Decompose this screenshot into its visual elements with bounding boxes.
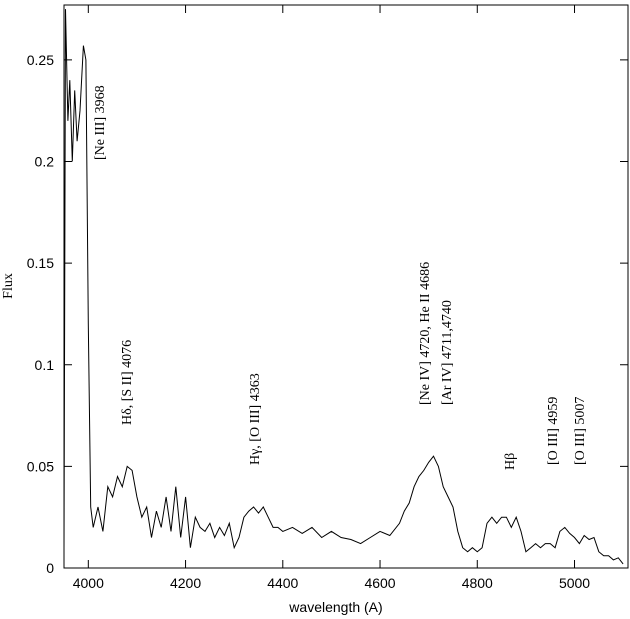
x-tick-label: 4600 bbox=[364, 575, 395, 591]
y-tick-label: 0 bbox=[46, 560, 54, 576]
line-annotation: [Ne III] 3968 bbox=[93, 85, 108, 160]
x-tick-label: 4200 bbox=[170, 575, 201, 591]
line-annotation: Hβ bbox=[503, 453, 518, 470]
y-tick-label: 0.2 bbox=[35, 154, 55, 170]
y-tick-label: 0.05 bbox=[27, 458, 54, 474]
spectrum-line bbox=[63, 9, 624, 565]
y-tick-label: 0.15 bbox=[27, 255, 54, 271]
line-annotation: [Ar IV] 4711,4740 bbox=[440, 300, 455, 405]
x-tick-label: 4400 bbox=[267, 575, 298, 591]
x-axis-label: wavelength (A) bbox=[288, 599, 382, 615]
x-tick-label: 4800 bbox=[462, 575, 493, 591]
line-annotation: [Ne IV] 4720, He II 4686 bbox=[418, 262, 433, 405]
y-axis-label: Flux bbox=[1, 273, 16, 299]
y-tick-label: 0.1 bbox=[35, 357, 55, 373]
y-tick-label: 0.25 bbox=[27, 52, 54, 68]
plot-frame bbox=[63, 4, 629, 569]
line-annotation: Hγ, [O III] 4363 bbox=[248, 373, 263, 465]
x-tick-label: 5000 bbox=[559, 575, 590, 591]
line-annotation: [O III] 5007 bbox=[573, 397, 588, 465]
line-annotation: [O III] 4959 bbox=[546, 397, 561, 465]
line-annotation: Hδ, [S II] 4076 bbox=[120, 340, 135, 425]
x-tick-label: 4000 bbox=[73, 575, 104, 591]
